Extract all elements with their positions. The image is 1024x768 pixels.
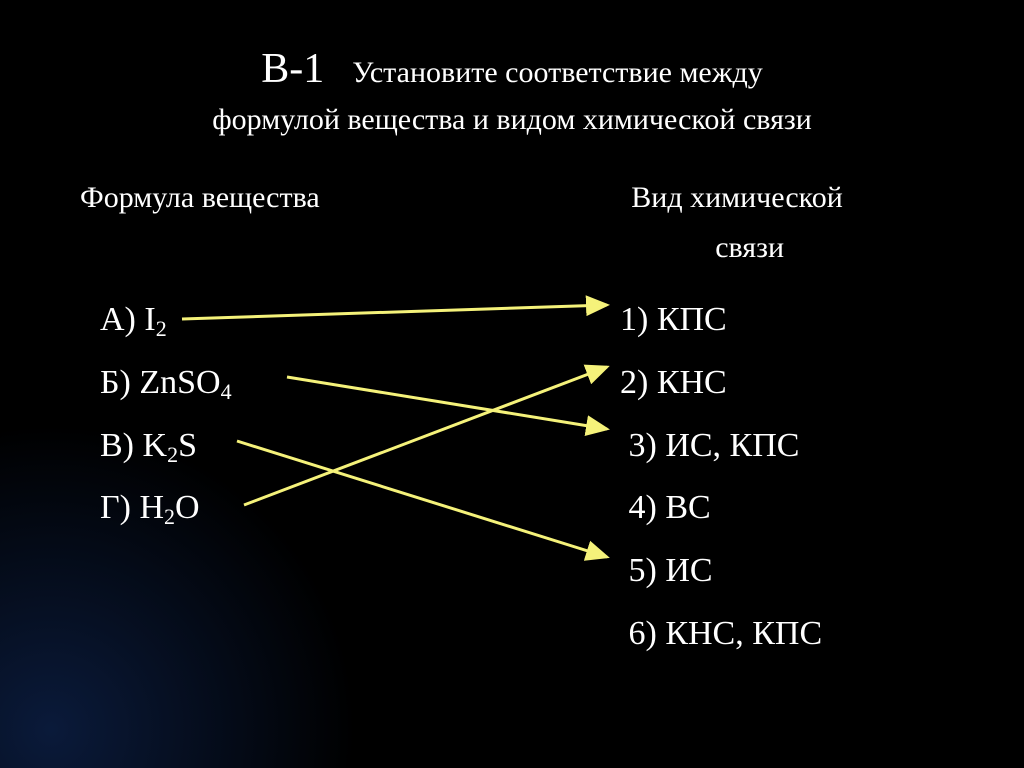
left-column-header: Формула вещества — [60, 181, 510, 215]
bond-text: ИС — [665, 552, 712, 589]
bond-text: ИС, КПС — [665, 427, 799, 464]
arrow-line — [244, 367, 607, 505]
bond-number: 1) — [620, 301, 648, 338]
right-bond-list: 1) КПС 2) КНС 3) ИС, КПС 4) ВС 5) ИС 6) — [620, 289, 822, 666]
slide-container: В-1 Установите соответствие между формул… — [0, 0, 1024, 768]
formula-label: В) — [100, 427, 134, 464]
right-column-header: Вид химической — [510, 181, 964, 215]
arrow-line — [237, 441, 607, 557]
bond-text: КПС — [657, 301, 727, 338]
formula-subscript: 4 — [221, 379, 232, 404]
bond-item-4: 4) ВС — [620, 477, 822, 540]
bond-item-2: 2) КНС — [620, 352, 822, 415]
bond-number: 4) — [629, 489, 657, 526]
formula-suffix: O — [175, 489, 200, 526]
bond-text: ВС — [665, 489, 710, 526]
heading-line1: Установите соответствие между — [352, 56, 763, 89]
formula-item-b: Б) ZnSO4 — [100, 352, 232, 415]
bond-item-6: 6) КНС, КПС — [620, 603, 822, 666]
arrow-line — [287, 377, 607, 429]
content-area: А) I2 Б) ZnSO4 В) K2S Г) H2O 1) КПС 2) — [60, 289, 964, 749]
columns-header-row: Формула вещества Вид химической — [60, 181, 964, 215]
formula-item-a: А) I2 — [100, 289, 232, 352]
formula-subscript: 2 — [164, 504, 175, 529]
bond-number: 2) — [620, 364, 648, 401]
bond-item-1: 1) КПС — [620, 289, 822, 352]
arrow-line — [182, 305, 607, 319]
bond-text: КНС — [657, 364, 727, 401]
formula-subscript: 2 — [167, 442, 178, 467]
right-column-subheader: связи — [60, 231, 964, 265]
slide-heading: В-1 Установите соответствие между формул… — [60, 40, 964, 141]
formula-label: Г) — [100, 489, 131, 526]
bond-text: КНС, КПС — [665, 615, 822, 652]
bond-number: 5) — [629, 552, 657, 589]
formula-item-g: Г) H2O — [100, 477, 232, 540]
formula-text: K — [143, 427, 168, 464]
bond-number: 6) — [629, 615, 657, 652]
formula-text: H — [139, 489, 164, 526]
formula-label: Б) — [100, 364, 131, 401]
heading-prefix: В-1 — [261, 46, 324, 92]
formula-item-v: В) K2S — [100, 415, 232, 478]
formula-label: А) — [100, 301, 136, 338]
bond-number: 3) — [629, 427, 657, 464]
formula-text: I — [144, 301, 155, 338]
formula-subscript: 2 — [156, 316, 167, 341]
bond-item-5: 5) ИС — [620, 540, 822, 603]
formula-suffix: S — [178, 427, 197, 464]
formula-text: ZnSO — [139, 364, 220, 401]
heading-line2: формулой вещества и видом химической свя… — [60, 99, 964, 141]
left-formula-list: А) I2 Б) ZnSO4 В) K2S Г) H2O — [100, 289, 232, 541]
bond-item-3: 3) ИС, КПС — [620, 415, 822, 478]
